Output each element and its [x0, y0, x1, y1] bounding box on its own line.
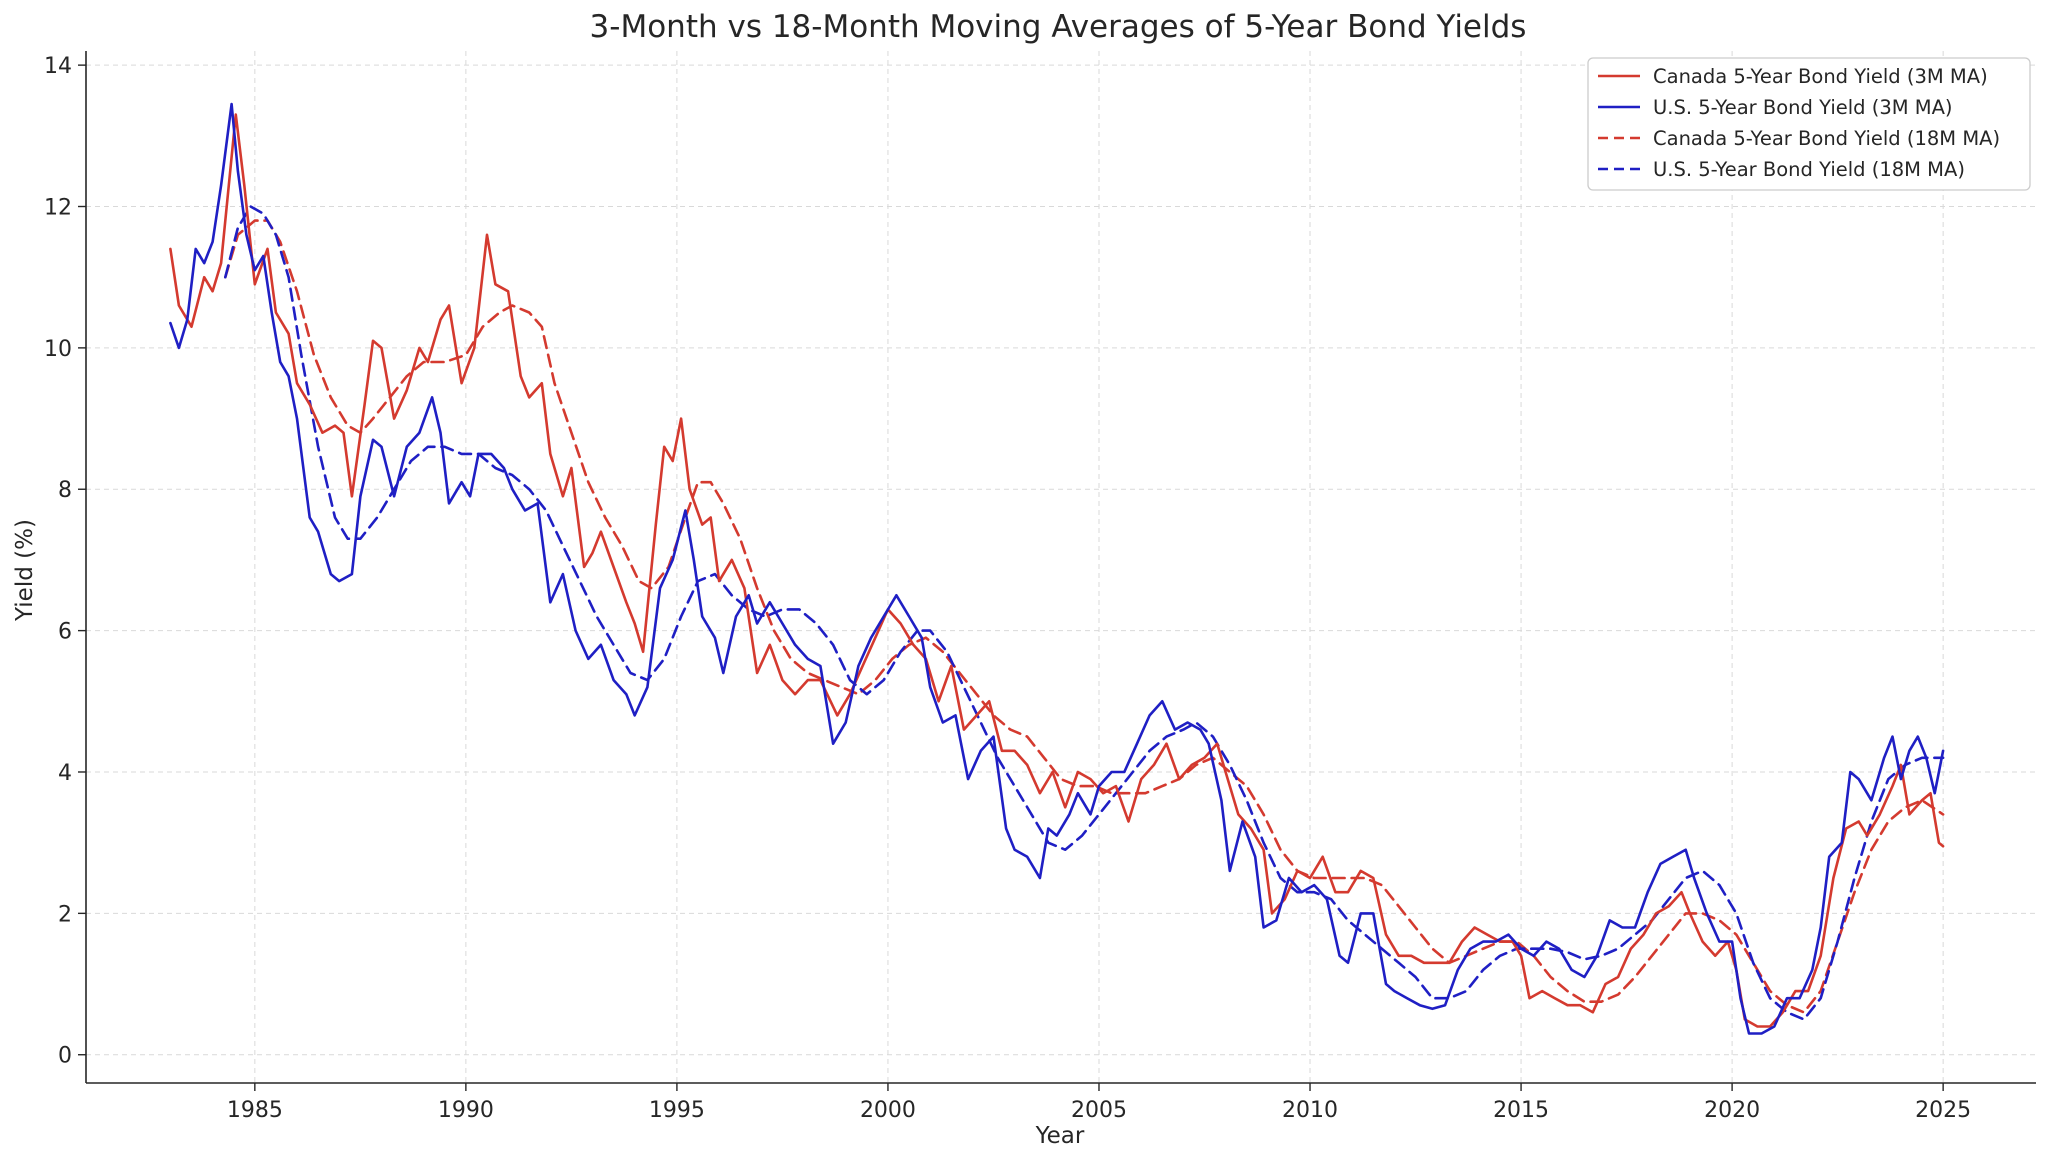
y-tick-label: 4 [58, 761, 72, 786]
y-tick-label: 2 [58, 902, 72, 927]
y-tick-label: 0 [58, 1044, 72, 1069]
series-line-0 [169, 113, 1945, 1028]
grid-lines [86, 51, 2036, 1083]
legend-entry-label: U.S. 5-Year Bond Yield (18M MA) [1653, 158, 1965, 181]
x-tick-label: 2005 [1071, 1098, 1127, 1123]
series-line-3 [224, 205, 1945, 1021]
y-tick-label: 10 [44, 337, 72, 362]
x-tick-label: 1985 [227, 1098, 283, 1123]
y-tick-label: 14 [44, 54, 72, 79]
y-axis-label: Yield (%) [12, 519, 38, 622]
legend-box [1587, 57, 2031, 191]
y-tick-label: 12 [44, 196, 72, 221]
series-line-1 [169, 102, 1945, 1035]
x-tick-label: 2025 [1915, 1098, 1971, 1123]
series-lines [169, 102, 1945, 1035]
legend: Canada 5-Year Bond Yield (3M MA) U.S. 5-Y… [1587, 57, 2031, 191]
x-tick-label: 2020 [1704, 1098, 1760, 1123]
x-tick-label: 2015 [1493, 1098, 1549, 1123]
x-tick-label: 2000 [860, 1098, 916, 1123]
legend-entry-label: Canada 5-Year Bond Yield (3M MA) [1653, 65, 1988, 88]
axes: 1985 1990 1995 2000 2005 2010 2015 2020 2025 0 2 4 6… [44, 51, 2036, 1123]
series-line-2 [224, 219, 1945, 1014]
legend-entry-label: U.S. 5-Year Bond Yield (3M MA) [1653, 96, 1953, 119]
y-tick-label: 6 [58, 620, 72, 645]
x-axis-label: Year [1035, 1123, 1085, 1149]
x-tick-label: 2010 [1282, 1098, 1338, 1123]
x-tick-label: 1995 [649, 1098, 705, 1123]
chart-title: 3-Month vs 18-Month Moving Averages of 5… [590, 9, 1527, 45]
legend-entry-label: Canada 5-Year Bond Yield (18M MA) [1653, 127, 2000, 150]
y-tick-label: 8 [58, 478, 72, 503]
x-tick-label: 1990 [438, 1098, 494, 1123]
